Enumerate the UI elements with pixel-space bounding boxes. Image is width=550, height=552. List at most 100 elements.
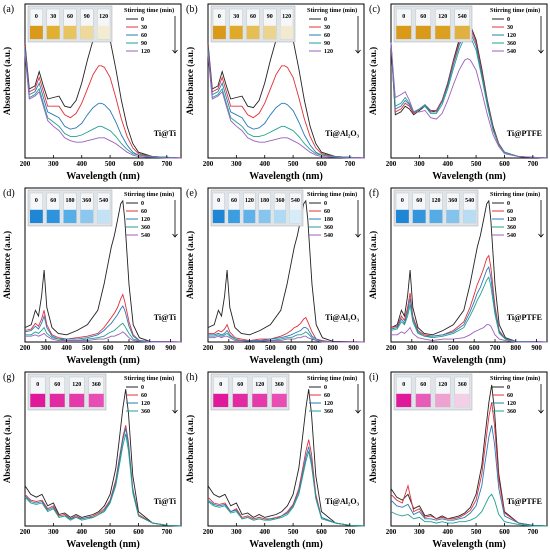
x-tick-label: 600 [316,160,327,168]
vial-label: 60 [237,382,243,388]
series-line [24,51,182,159]
x-tick-label: 200 [203,528,214,536]
vial-liquid [412,209,426,223]
vial-liquid [415,393,431,407]
vial-liquid [271,393,287,407]
series-line [208,335,364,343]
vial-liquid [454,393,470,407]
x-tick-label: 500 [105,528,116,536]
x-axis-label: Wavelength (nm) [432,171,506,182]
series-line [390,266,548,343]
series-line [390,30,548,159]
series-line [24,23,182,159]
series-line [207,54,364,159]
series-line [390,276,548,343]
x-tick-label: 200 [386,344,397,352]
vial-label: 360 [82,198,91,204]
y-axis-label: Absorbance (a.u.) [185,47,195,115]
plot-frame [390,3,548,159]
chart-panel: 200 300 400 500 600 700 Wavelength (nm) Absorba… [184,0,367,184]
x-tick-label: 300 [224,344,235,352]
vial-liquid [396,393,412,407]
series-line [24,305,182,343]
x-tick-label: 500 [471,160,482,168]
vial-label: 360 [275,382,284,388]
series-line [24,199,182,343]
legend-label: 60 [141,393,147,399]
x-tick-label: 600 [499,160,510,168]
sample-label: Ti@Al₂O₃ [325,497,359,506]
vial-liquid [212,209,225,223]
vial-label: 120 [432,198,441,204]
vial-liquid [396,25,412,39]
y-axis-label: Absorbance (a.u.) [185,231,195,299]
x-tick-label: 200 [203,344,214,352]
legend-label: 30 [141,25,147,31]
vial-label: 360 [92,382,101,388]
series-line [207,51,365,159]
x-tick-label: 300 [231,528,242,536]
x-tick-label: 400 [427,344,438,352]
legend-label: 0 [324,201,327,207]
legend-label: 60 [324,209,330,215]
x-tick-label: 400 [259,160,270,168]
vial-label: 120 [99,14,108,20]
x-tick-label: 200 [20,160,31,168]
x-tick-label: 600 [469,344,480,352]
series-line [24,433,182,527]
sample-label: Ti@PTFE [507,313,542,322]
legend-label: 360 [324,409,333,415]
vial-label: 0 [401,198,404,204]
vial-label: 360 [458,382,467,388]
x-tick-label: 200 [20,344,31,352]
x-tick-label: 200 [386,528,397,536]
legend-label: 0 [507,17,510,23]
vial-liquid [30,209,43,223]
vial-liquid [228,209,240,223]
vial-label: 30 [50,14,56,20]
x-tick-label: 500 [471,528,482,536]
legend-label: 0 [141,17,144,23]
vial-liquid [280,25,293,39]
legend-label: 60 [324,393,330,399]
x-tick-label: 400 [76,160,87,168]
series-line [390,402,548,527]
sample-label: Ti@Ti [154,313,177,322]
series-line [207,45,365,159]
vial-liquid [232,393,248,407]
plot-frame [390,187,548,343]
series-line [390,254,548,343]
plot-frame [390,371,548,527]
legend-arrowhead [172,409,178,414]
x-tick-label: 700 [162,528,173,536]
legend-label: 0 [324,385,327,391]
legend-arrowhead [355,233,361,238]
vial-label: 180 [260,198,269,204]
vial-label: 0 [36,382,39,388]
series-line [207,450,365,527]
series-line [390,384,548,527]
series-line [391,324,547,343]
legend-label: 30 [324,25,330,31]
vial-liquid [30,25,43,39]
vial-liquid [258,209,271,223]
panel-letter: (i) [369,372,378,383]
vial-liquid [30,393,46,407]
vial-label: 0 [35,198,38,204]
legend-label: 120 [507,217,516,223]
legend-label: 120 [141,401,150,407]
legend-label: 120 [141,217,150,223]
x-tick-label: 300 [48,160,59,168]
x-tick-label: 400 [259,528,270,536]
vial-label: 540 [458,14,467,20]
legend-label: 30 [507,25,513,31]
x-tick-label: 300 [231,160,242,168]
vial-liquid [289,209,302,223]
series-line [207,446,365,527]
